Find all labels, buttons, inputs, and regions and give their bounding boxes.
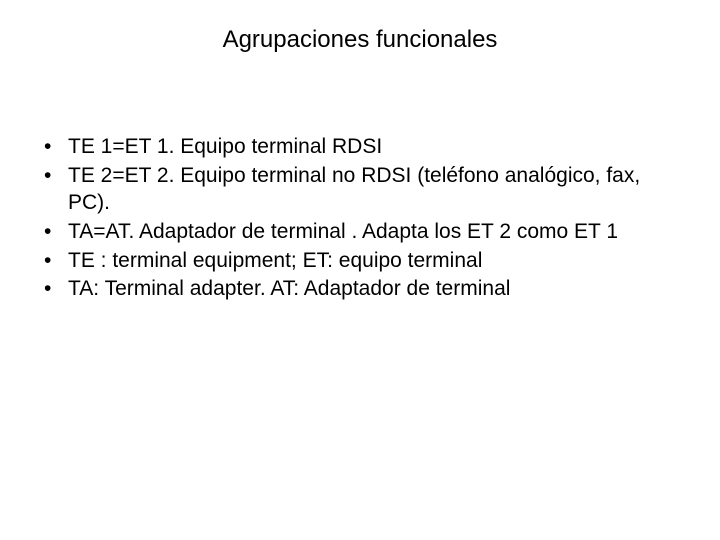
list-item: TA=AT. Adaptador de terminal . Adapta lo… <box>38 219 680 246</box>
list-item: TE : terminal equipment; ET: equipo term… <box>38 248 680 275</box>
list-item: TE 2=ET 2. Equipo terminal no RDSI (telé… <box>38 163 680 217</box>
slide-body: TE 1=ET 1. Equipo terminal RDSI TE 2=ET … <box>38 134 680 305</box>
slide: Agrupaciones funcionales TE 1=ET 1. Equi… <box>0 0 720 540</box>
slide-title: Agrupaciones funcionales <box>0 26 720 54</box>
list-item: TA: Terminal adapter. AT: Adaptador de t… <box>38 276 680 303</box>
bullet-list: TE 1=ET 1. Equipo terminal RDSI TE 2=ET … <box>38 134 680 303</box>
list-item: TE 1=ET 1. Equipo terminal RDSI <box>38 134 680 161</box>
